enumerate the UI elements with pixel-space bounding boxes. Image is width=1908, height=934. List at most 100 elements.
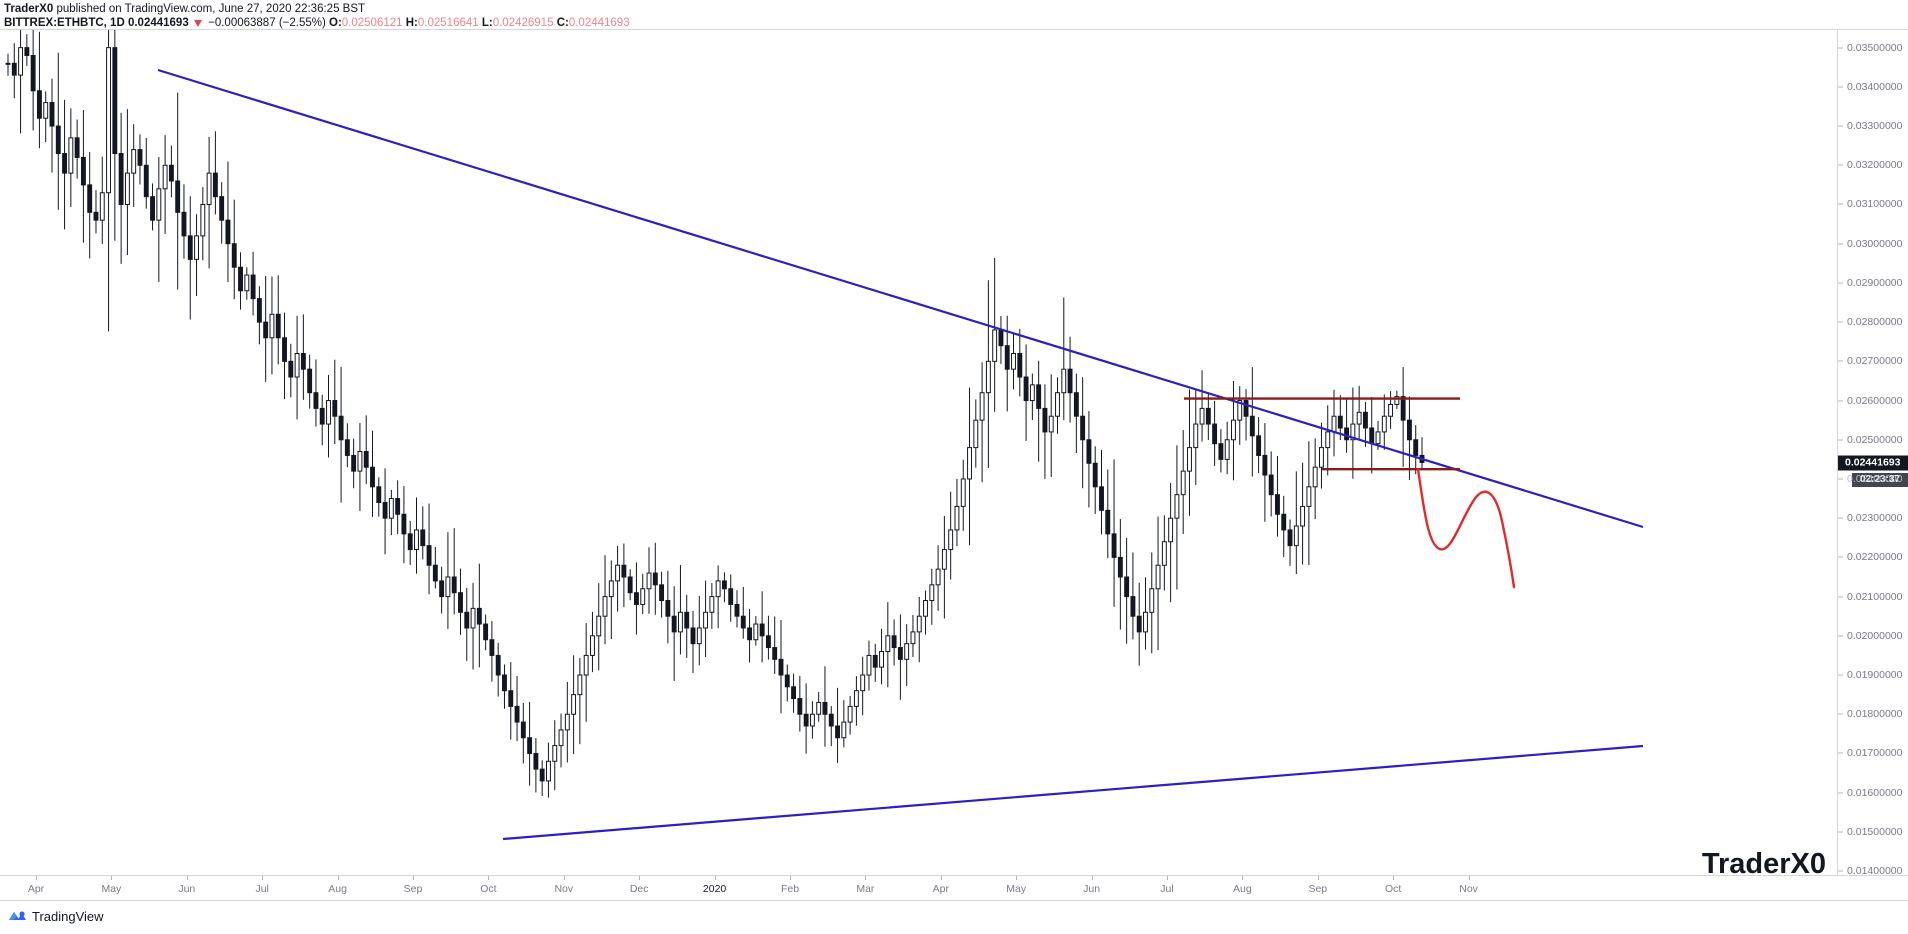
time-tick-label: Nov [1459, 883, 1478, 895]
candle-body [646, 572, 652, 590]
candle-body [106, 47, 111, 194]
candle-body [904, 643, 910, 660]
candle-body [665, 600, 671, 617]
time-axis[interactable]: Apr May Jun Jul Aug Sep Oct Nov Dec 2020 Feb Mar Apr… [0, 875, 1908, 901]
candle-body [231, 243, 237, 268]
price-tick [1838, 752, 1843, 754]
candle-body [319, 407, 325, 425]
candle-body [1168, 517, 1174, 543]
candle-body [131, 149, 137, 174]
price-tick [1838, 674, 1843, 676]
time-tick-label: Aug [1233, 883, 1252, 895]
price-tick [1838, 831, 1843, 833]
price-tick-label: 0.02000000 [1847, 629, 1903, 642]
candle-body [62, 153, 68, 174]
candle-body [200, 203, 206, 237]
candle-body [1331, 415, 1337, 433]
time-tick [488, 876, 490, 880]
candle-body [973, 419, 979, 449]
symbol-label[interactable]: BITTREX:ETHBTC, 1D [4, 17, 125, 29]
candle-body [1029, 384, 1035, 402]
candle-body [451, 576, 457, 594]
time-tick-label: Aug [328, 883, 347, 895]
candle-body [1312, 466, 1318, 488]
ascending-trendline[interactable] [502, 744, 1644, 841]
time-tick-label: Jul [1160, 883, 1174, 895]
candle-body [1105, 509, 1111, 535]
time-tick-label: May [1006, 883, 1027, 895]
price-chart-plot[interactable] [0, 30, 1838, 875]
change-percent: (−2.55%) [278, 17, 326, 29]
price-tick [1838, 517, 1843, 519]
price-tick-label: 0.01900000 [1847, 669, 1903, 682]
candle-body [828, 713, 834, 727]
candle-body [1262, 454, 1268, 476]
time-tick [1317, 876, 1319, 880]
candle-body [395, 498, 401, 515]
candle-body [1193, 423, 1199, 449]
tradingview-brand[interactable]: TradingView [8, 909, 104, 924]
descending-trendline[interactable] [157, 68, 1644, 529]
price-tick-label: 0.03500000 [1847, 41, 1903, 54]
time-tick [1167, 876, 1168, 880]
open-key: O: [329, 17, 342, 29]
candle-body [558, 729, 564, 747]
candle-body [998, 329, 1004, 347]
candle-body [219, 196, 225, 221]
candle-body [118, 153, 124, 205]
candle-body [1205, 407, 1211, 425]
open-value: 0.02506121 [341, 17, 403, 29]
candle-body [1048, 415, 1054, 433]
candle-body [1042, 407, 1048, 433]
candle-body [1369, 427, 1375, 445]
candle-body [376, 486, 382, 503]
candle-body [929, 584, 935, 602]
candle-body [5, 62, 11, 65]
forecast-path[interactable] [1416, 467, 1516, 589]
price-axis[interactable]: 0.02441693 02:23:37 0.03500000 0.03400000… [1837, 30, 1908, 878]
candle-body [590, 635, 595, 656]
candle-body [288, 360, 294, 378]
price-tick [1838, 596, 1843, 598]
candle-body [401, 513, 407, 535]
price-tick-label: 0.02900000 [1847, 276, 1903, 289]
candle-body [263, 321, 269, 339]
candle-body [879, 651, 884, 668]
price-tick [1838, 282, 1843, 284]
price-tick-label: 0.01400000 [1847, 865, 1903, 878]
candle-body [1362, 411, 1368, 429]
close-key: C: [556, 17, 569, 29]
candle-body [778, 658, 784, 676]
candle-body [583, 654, 589, 676]
candle-body [1004, 345, 1010, 370]
candle-body [1080, 415, 1086, 441]
high-value: 0.02516641 [417, 17, 479, 29]
candle-body [671, 615, 677, 633]
time-tick-label: Feb [780, 883, 800, 895]
candle-body [313, 392, 319, 409]
time-tick [413, 876, 414, 880]
candle-body [1155, 564, 1161, 590]
candle-body [351, 454, 357, 472]
candle-body [747, 627, 753, 641]
low-value: 0.02426915 [492, 17, 554, 29]
candle-body [162, 164, 168, 190]
price-tick [1838, 203, 1843, 205]
price-tick-label: 0.02100000 [1847, 590, 1903, 603]
candle-body [502, 674, 507, 692]
candle-body [1231, 419, 1236, 441]
author-name[interactable]: TraderX0 [4, 3, 54, 15]
time-tick-label: Oct [480, 883, 497, 895]
candle-body [439, 580, 445, 598]
candle-body [464, 611, 470, 629]
change-absolute: −0.00063887 [208, 17, 276, 29]
time-tick-label: Jun [178, 883, 196, 895]
candle-body [954, 505, 960, 531]
candle-body [414, 529, 419, 551]
candle-body [458, 592, 463, 613]
time-tick [1242, 876, 1244, 880]
candle-body [1061, 368, 1067, 394]
candle-body [885, 635, 891, 652]
drawing-overlays [157, 68, 1644, 841]
low-key: L: [481, 17, 493, 29]
